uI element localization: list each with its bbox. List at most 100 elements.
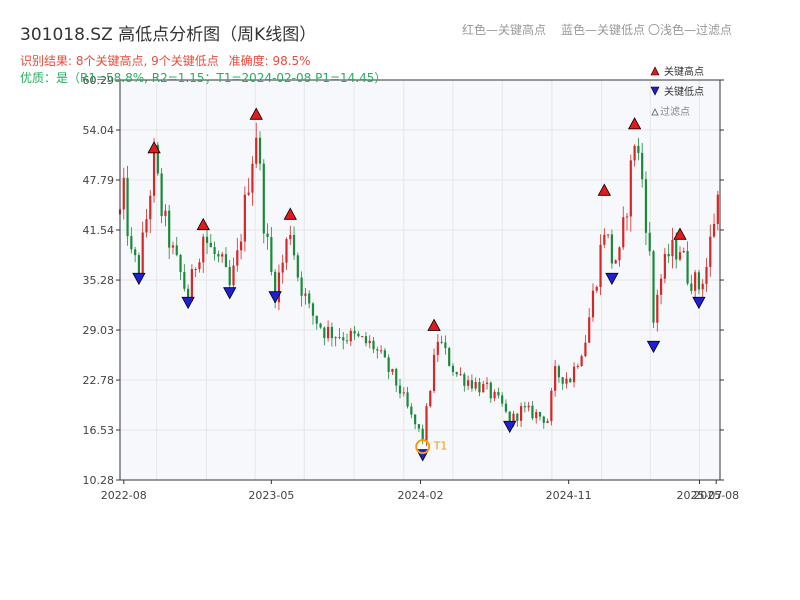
- key-low-marker: [605, 272, 619, 286]
- key-high-marker: [283, 207, 297, 220]
- candle-body: [383, 350, 386, 358]
- candle-body: [194, 268, 197, 270]
- candle-body: [584, 342, 587, 357]
- candle-body: [372, 340, 375, 350]
- candle-body: [417, 424, 421, 429]
- candle-body: [686, 251, 689, 284]
- legend-high-label: 关键高点: [664, 65, 704, 78]
- candle-body: [376, 349, 379, 351]
- candle-body: [270, 237, 273, 272]
- candle-body: [565, 378, 568, 384]
- candle-body: [300, 277, 303, 296]
- legend-low-icon: [650, 86, 660, 96]
- candle-body: [648, 232, 651, 252]
- candle-body: [342, 337, 345, 341]
- candle-body: [493, 391, 496, 399]
- candle-body: [175, 245, 178, 255]
- candle-body: [489, 382, 492, 399]
- candle-body: [323, 327, 326, 339]
- key-high-marker: [427, 318, 441, 331]
- t1-label: T1: [433, 440, 448, 453]
- candle-body: [561, 377, 564, 384]
- candle-body: [694, 272, 697, 291]
- candle-body: [557, 366, 561, 378]
- x-tick-label: 2025-07: [676, 489, 722, 502]
- candle-body: [656, 294, 659, 323]
- candle-body: [315, 315, 318, 324]
- candle-body: [467, 380, 470, 386]
- candle-body: [327, 326, 330, 339]
- candle-body: [198, 262, 201, 269]
- candle-body: [633, 145, 636, 161]
- candle-body: [137, 255, 141, 275]
- candle-body: [701, 283, 704, 290]
- candle-body: [247, 192, 250, 195]
- legend-high-icon: [650, 66, 660, 76]
- candle-body: [478, 382, 481, 393]
- candle-body: [164, 210, 167, 217]
- candle-body: [239, 241, 243, 251]
- candle-body: [607, 234, 610, 236]
- candle-body: [595, 286, 598, 291]
- y-tick-label: 60.29: [83, 74, 115, 87]
- candle-body: [663, 253, 666, 279]
- candle-body: [455, 372, 458, 375]
- candle-body: [349, 330, 352, 342]
- candle-body: [599, 244, 602, 287]
- x-tick-label: 2024-11: [546, 489, 592, 502]
- candle-body: [637, 145, 640, 153]
- candle-body: [675, 239, 678, 260]
- candle-body: [213, 247, 216, 255]
- candle-body: [444, 342, 447, 349]
- candle-body: [538, 412, 542, 417]
- key-low-marker: [646, 340, 661, 354]
- candle-body: [353, 330, 356, 334]
- t1-ring: [415, 439, 431, 455]
- candle-body: [255, 137, 258, 164]
- candle-body: [334, 337, 337, 339]
- candle-body: [644, 179, 648, 233]
- candle-body: [678, 252, 682, 260]
- candles: [118, 122, 719, 447]
- candle-body: [330, 326, 333, 339]
- candle-body: [262, 163, 265, 234]
- candle-body: [716, 194, 719, 224]
- candle-body: [709, 236, 712, 267]
- axis-frame: [119, 79, 721, 481]
- candle-body: [512, 413, 515, 426]
- candle-body: [508, 411, 511, 426]
- x-tick-label: 2022-08: [101, 489, 147, 502]
- candle-body: [345, 340, 349, 342]
- candle-body: [659, 278, 663, 295]
- candle-body: [451, 365, 455, 373]
- candle-body: [141, 232, 144, 275]
- key-low-marker: [132, 272, 146, 286]
- candle-body: [122, 177, 125, 210]
- candle-body: [152, 144, 156, 196]
- candle-body: [690, 283, 693, 291]
- candle-body: [588, 317, 591, 343]
- candle-body: [149, 195, 152, 220]
- candle-body: [281, 262, 284, 273]
- candle-body: [368, 340, 371, 344]
- candle-body: [697, 272, 701, 290]
- candle-body: [160, 173, 163, 217]
- candle-body: [569, 378, 572, 383]
- candle-body: [251, 163, 254, 193]
- candle-body: [296, 255, 299, 278]
- candle-body: [402, 392, 405, 394]
- candle-body: [391, 368, 394, 372]
- candle-body: [705, 266, 708, 284]
- key-high-marker: [597, 183, 611, 196]
- candle-body: [470, 380, 473, 389]
- result-line: 识别结果: 8个关键高点, 9个关键低点 准确度: 98.5%: [20, 52, 311, 69]
- candle-body: [618, 247, 621, 261]
- candle-body: [440, 341, 443, 343]
- candle-body: [285, 239, 288, 263]
- candle-body: [485, 382, 489, 384]
- candle-body: [576, 365, 579, 367]
- candle-body: [209, 242, 212, 248]
- key-high-marker: [249, 107, 263, 120]
- legend: 关键高点 关键低点 过滤点: [650, 65, 704, 118]
- top-legend-red: 红色—关键高点: [462, 23, 547, 37]
